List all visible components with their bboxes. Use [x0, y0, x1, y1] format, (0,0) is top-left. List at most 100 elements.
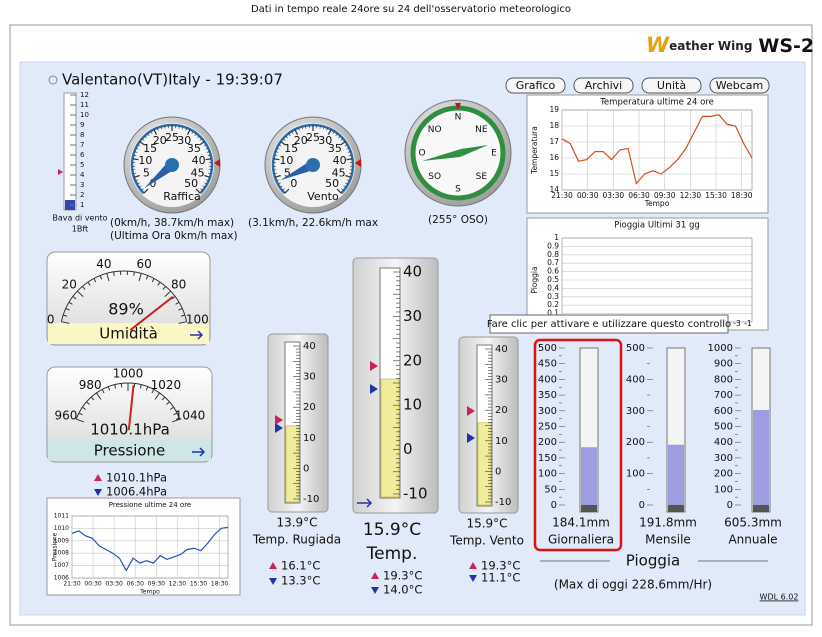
button[interactable]	[505, 77, 566, 94]
compass-north-marker	[455, 103, 461, 110]
min-marker	[467, 433, 475, 443]
gauge-tick	[151, 278, 155, 283]
gauge-tick	[161, 396, 166, 401]
x-tick-label: 21:30	[551, 191, 573, 200]
gauge-label: Umidità	[99, 325, 158, 343]
down-arrow	[469, 575, 477, 582]
gauge-tick	[78, 412, 83, 416]
gauge-tick	[63, 314, 68, 317]
y-tick-label: 0.3	[547, 292, 559, 301]
button[interactable]	[641, 77, 702, 94]
gauge-tick	[139, 141, 145, 146]
gauge-tick	[340, 138, 344, 141]
button-label[interactable]: Webcam	[716, 79, 764, 92]
compass-point: SO	[428, 172, 441, 182]
beaufort-tick-label: 5	[80, 161, 84, 169]
gauge-tick	[87, 281, 91, 286]
gauge-tick	[145, 275, 149, 280]
down-arrow	[269, 578, 277, 585]
gauge-tick	[199, 141, 205, 146]
gauge-tick-label: 15	[284, 142, 298, 155]
gauge-tick	[164, 125, 166, 129]
button-label[interactable]: Archivi	[585, 79, 622, 92]
gauge-needle	[127, 385, 135, 431]
gauge-hub	[165, 158, 179, 172]
humidity-value: 89%	[108, 300, 144, 319]
gauge-tick	[326, 127, 329, 131]
gauge-tick	[282, 138, 286, 141]
y-tick-label: 16	[549, 153, 559, 162]
gauge-tick	[203, 144, 207, 147]
gauge-tick-label: 100	[186, 312, 209, 326]
gauge-tick	[305, 125, 307, 129]
logo-text: eather Wing	[669, 39, 752, 53]
x-tick-label: 21:30	[63, 581, 80, 588]
station-icon	[48, 75, 58, 85]
gauge-tick	[294, 129, 299, 135]
gauge-tick	[141, 138, 145, 141]
rain-tick-label: 100	[626, 469, 645, 480]
gauge-tick	[182, 126, 184, 130]
down-arrow	[371, 587, 379, 594]
gauge-tick	[344, 144, 348, 147]
gauge-tick	[200, 188, 204, 191]
y-axis-label: Pioggia	[530, 266, 539, 293]
y-tick-label: 0.5	[547, 275, 559, 284]
button[interactable]	[573, 77, 634, 94]
y-tick-label: 15	[549, 169, 559, 178]
button-label[interactable]: Grafico	[516, 79, 556, 92]
y-axis-label: Temperatura	[530, 126, 539, 175]
button[interactable]	[709, 77, 770, 94]
gauge-tick	[77, 290, 84, 298]
beaufort-tick-label: 6	[80, 151, 85, 159]
gauge-tick-label: 0	[290, 177, 297, 190]
beaufort-tick-label: 7	[80, 141, 84, 149]
rain-tick-label: 450	[538, 359, 557, 370]
beaufort-tick-label: 10	[80, 111, 89, 119]
compass-point: S	[455, 185, 461, 195]
beaufort-tick-label: 1	[80, 201, 84, 209]
gauge-tick	[319, 125, 321, 129]
y-axis-label: Pressione	[52, 532, 59, 561]
gauge-tick-label: 30	[318, 134, 332, 147]
gauge-tick	[160, 126, 162, 130]
gauge-tick	[274, 154, 278, 157]
gauge-arrow	[190, 330, 204, 340]
gauge-tick	[178, 125, 180, 129]
gauge-tick	[138, 185, 142, 188]
temperature-high: 19.3°C	[481, 559, 520, 573]
thermometer-tick-label: 20	[495, 405, 508, 416]
chart-title: Pressione ultime 24 ore	[109, 501, 192, 509]
gauge-tick-label: 0	[47, 312, 55, 326]
gauge-tick	[343, 185, 347, 188]
beaufort-label: Bava di vento	[52, 214, 107, 223]
y-tick-label: 1008	[54, 550, 69, 557]
compass-point: NO	[428, 125, 442, 135]
gauge-hub	[306, 158, 320, 172]
temperature-label: Temp. Rugiada	[252, 533, 341, 547]
button-label[interactable]: Unità	[657, 79, 686, 92]
y-tick-label: 17	[549, 137, 559, 146]
pressure-value: 1010.1hPa	[90, 421, 170, 439]
gauge-tick	[175, 301, 180, 305]
gauge-tick-label: 60	[137, 257, 152, 271]
rain-tick-label: 700	[714, 390, 733, 401]
compass-point: SE	[476, 172, 488, 182]
gauge-tick	[284, 188, 290, 194]
max-marker	[370, 361, 378, 371]
x-tick-label: 06:30	[628, 191, 650, 200]
gauge-tick	[90, 396, 95, 401]
thermometer-tick-label: 0	[495, 466, 501, 477]
rain-tick-label: 500	[538, 343, 557, 354]
beaufort-tick-label: 12	[80, 91, 89, 99]
gauge-tick	[204, 182, 208, 185]
gauge-tick	[340, 141, 346, 146]
up-arrow	[269, 562, 277, 569]
gauge-tick	[82, 286, 86, 290]
gauge-tick-label: 35	[187, 142, 201, 155]
x-tick-label: 09:30	[148, 581, 165, 588]
beaufort-tick-label: 11	[80, 101, 89, 109]
gauge-label: Vento	[307, 190, 339, 203]
gauge-tick	[276, 179, 280, 182]
rain-tick-label: 0	[639, 500, 645, 511]
